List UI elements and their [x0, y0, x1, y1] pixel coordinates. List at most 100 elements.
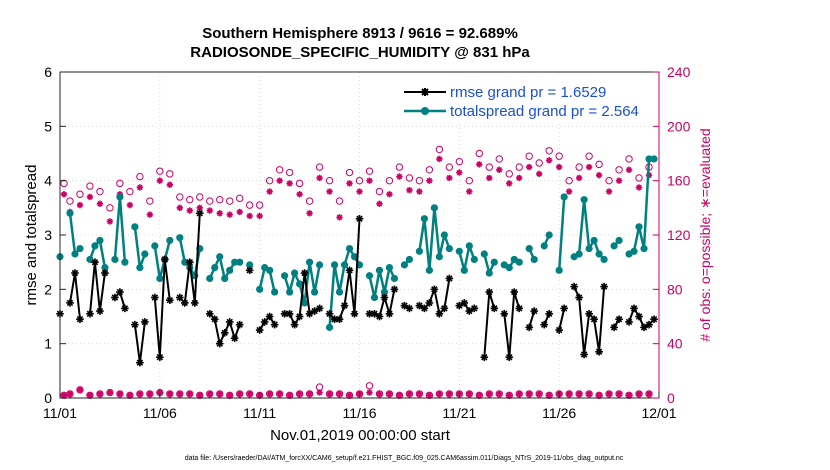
totalspread-point — [281, 272, 289, 280]
totalspread-line — [153, 240, 172, 280]
obs-count-evaluated — [136, 390, 144, 398]
obs-count-evaluated — [446, 174, 453, 182]
rmse-point — [205, 309, 214, 318]
totalspread-point — [136, 264, 144, 272]
totalspread-point — [560, 193, 568, 201]
totalspread-point — [335, 288, 344, 296]
rmse-point — [440, 304, 449, 313]
obs-count-evaluated — [615, 177, 623, 184]
totalspread-point — [211, 264, 219, 272]
rmse-point — [285, 309, 294, 318]
obs-count-evaluated — [376, 390, 383, 398]
obs-count-evaluated — [436, 155, 443, 163]
obs-count-evaluated — [526, 390, 533, 398]
totalspread-point — [545, 231, 553, 239]
obs-count-possible — [136, 172, 144, 181]
totalspread-point — [296, 280, 304, 288]
totalspread-point — [236, 258, 244, 266]
rmse-point — [245, 266, 254, 275]
obs-count-evaluated — [166, 390, 174, 398]
obs-count-evaluated — [635, 184, 643, 191]
x-tick-label: 11/26 — [542, 405, 576, 421]
obs-count-evaluated — [366, 177, 373, 184]
obs-count-evaluated — [246, 212, 253, 220]
obs-count-evaluated — [476, 392, 483, 399]
obs-count-evaluated — [136, 184, 144, 191]
obs-count-evaluated — [516, 174, 523, 182]
obs-count-evaluated — [346, 180, 353, 187]
obs-count-evaluated — [406, 186, 413, 194]
obs-count-possible — [635, 174, 643, 182]
obs-count-evaluated — [426, 392, 433, 399]
rmse-point — [161, 255, 169, 264]
x-tick-label: 11/21 — [442, 405, 476, 421]
rmse-point — [625, 318, 633, 326]
obs-count-possible — [255, 201, 264, 209]
rmse-point — [86, 309, 94, 318]
totalspread-point — [176, 234, 184, 242]
rmse-point — [540, 320, 548, 329]
rmse-point — [470, 304, 479, 313]
y-tick-label: 5 — [44, 118, 52, 134]
totalspread-point — [650, 155, 658, 163]
obs-count-evaluated — [116, 390, 124, 398]
totalspread-point — [151, 242, 159, 250]
obs-count-evaluated — [296, 390, 303, 398]
rmse-point — [116, 288, 124, 296]
totalspread-point — [340, 261, 349, 269]
rmse-line — [89, 261, 106, 314]
rmse-point — [595, 348, 603, 356]
obs-count-evaluated — [356, 188, 363, 195]
totalspread-point — [555, 266, 563, 274]
obs-count-possible — [545, 147, 553, 155]
obs-count-evaluated — [565, 188, 573, 195]
obs-count-evaluated — [506, 392, 513, 399]
rmse-point — [525, 323, 534, 332]
obs-count-evaluated — [595, 392, 603, 399]
obs-count-evaluated — [466, 390, 473, 398]
rmse-point — [230, 334, 239, 343]
obs-count-evaluated — [96, 390, 104, 398]
rmse-point — [435, 309, 444, 318]
totalspread-point — [271, 288, 279, 296]
rmse-point — [555, 326, 563, 334]
x-tick-label: 12/01 — [641, 405, 676, 421]
obs-count-evaluated — [336, 390, 343, 398]
totalspread-point — [600, 255, 608, 264]
obs-count-possible — [186, 195, 194, 204]
totalspread-point — [86, 255, 94, 264]
rmse-point — [151, 293, 159, 302]
obs-count-possible — [196, 193, 204, 201]
totalspread-point — [385, 264, 394, 272]
rmse-point — [131, 320, 139, 329]
y-tick-label: 6 — [44, 64, 52, 80]
obs-count-possible — [335, 197, 344, 205]
obs-count-possible — [505, 170, 513, 178]
x-tick-label: 11/11 — [243, 405, 276, 421]
obs-count-evaluated — [346, 392, 353, 399]
totalspread-point — [630, 247, 638, 255]
obs-count-possible — [226, 197, 234, 205]
obs-count-evaluated — [216, 210, 223, 217]
totalspread-point — [575, 250, 583, 258]
obs-count-evaluated — [196, 392, 203, 399]
obs-count-evaluated — [585, 390, 593, 398]
obs-count-evaluated — [396, 392, 403, 399]
obs-count-evaluated — [456, 169, 463, 176]
legend-label-rmse: rmse grand pr = 1.6529 — [450, 84, 606, 101]
rmse-point — [585, 309, 593, 318]
x-tick-label: 11/01 — [43, 405, 77, 421]
totalspread-point — [221, 274, 229, 283]
rmse-point — [180, 299, 189, 307]
rmse-point — [300, 269, 309, 277]
totalspread-point — [390, 274, 399, 283]
y-right-tick-label: 160 — [667, 173, 691, 189]
obs-count-possible — [555, 152, 563, 160]
obs-count-evaluated — [496, 390, 503, 398]
rmse-point — [500, 309, 509, 318]
rmse-point — [235, 320, 244, 329]
obs-count-evaluated — [635, 390, 643, 398]
obs-count-possible — [275, 166, 284, 174]
rmse-point — [505, 353, 514, 362]
totalspread-line — [557, 196, 566, 271]
